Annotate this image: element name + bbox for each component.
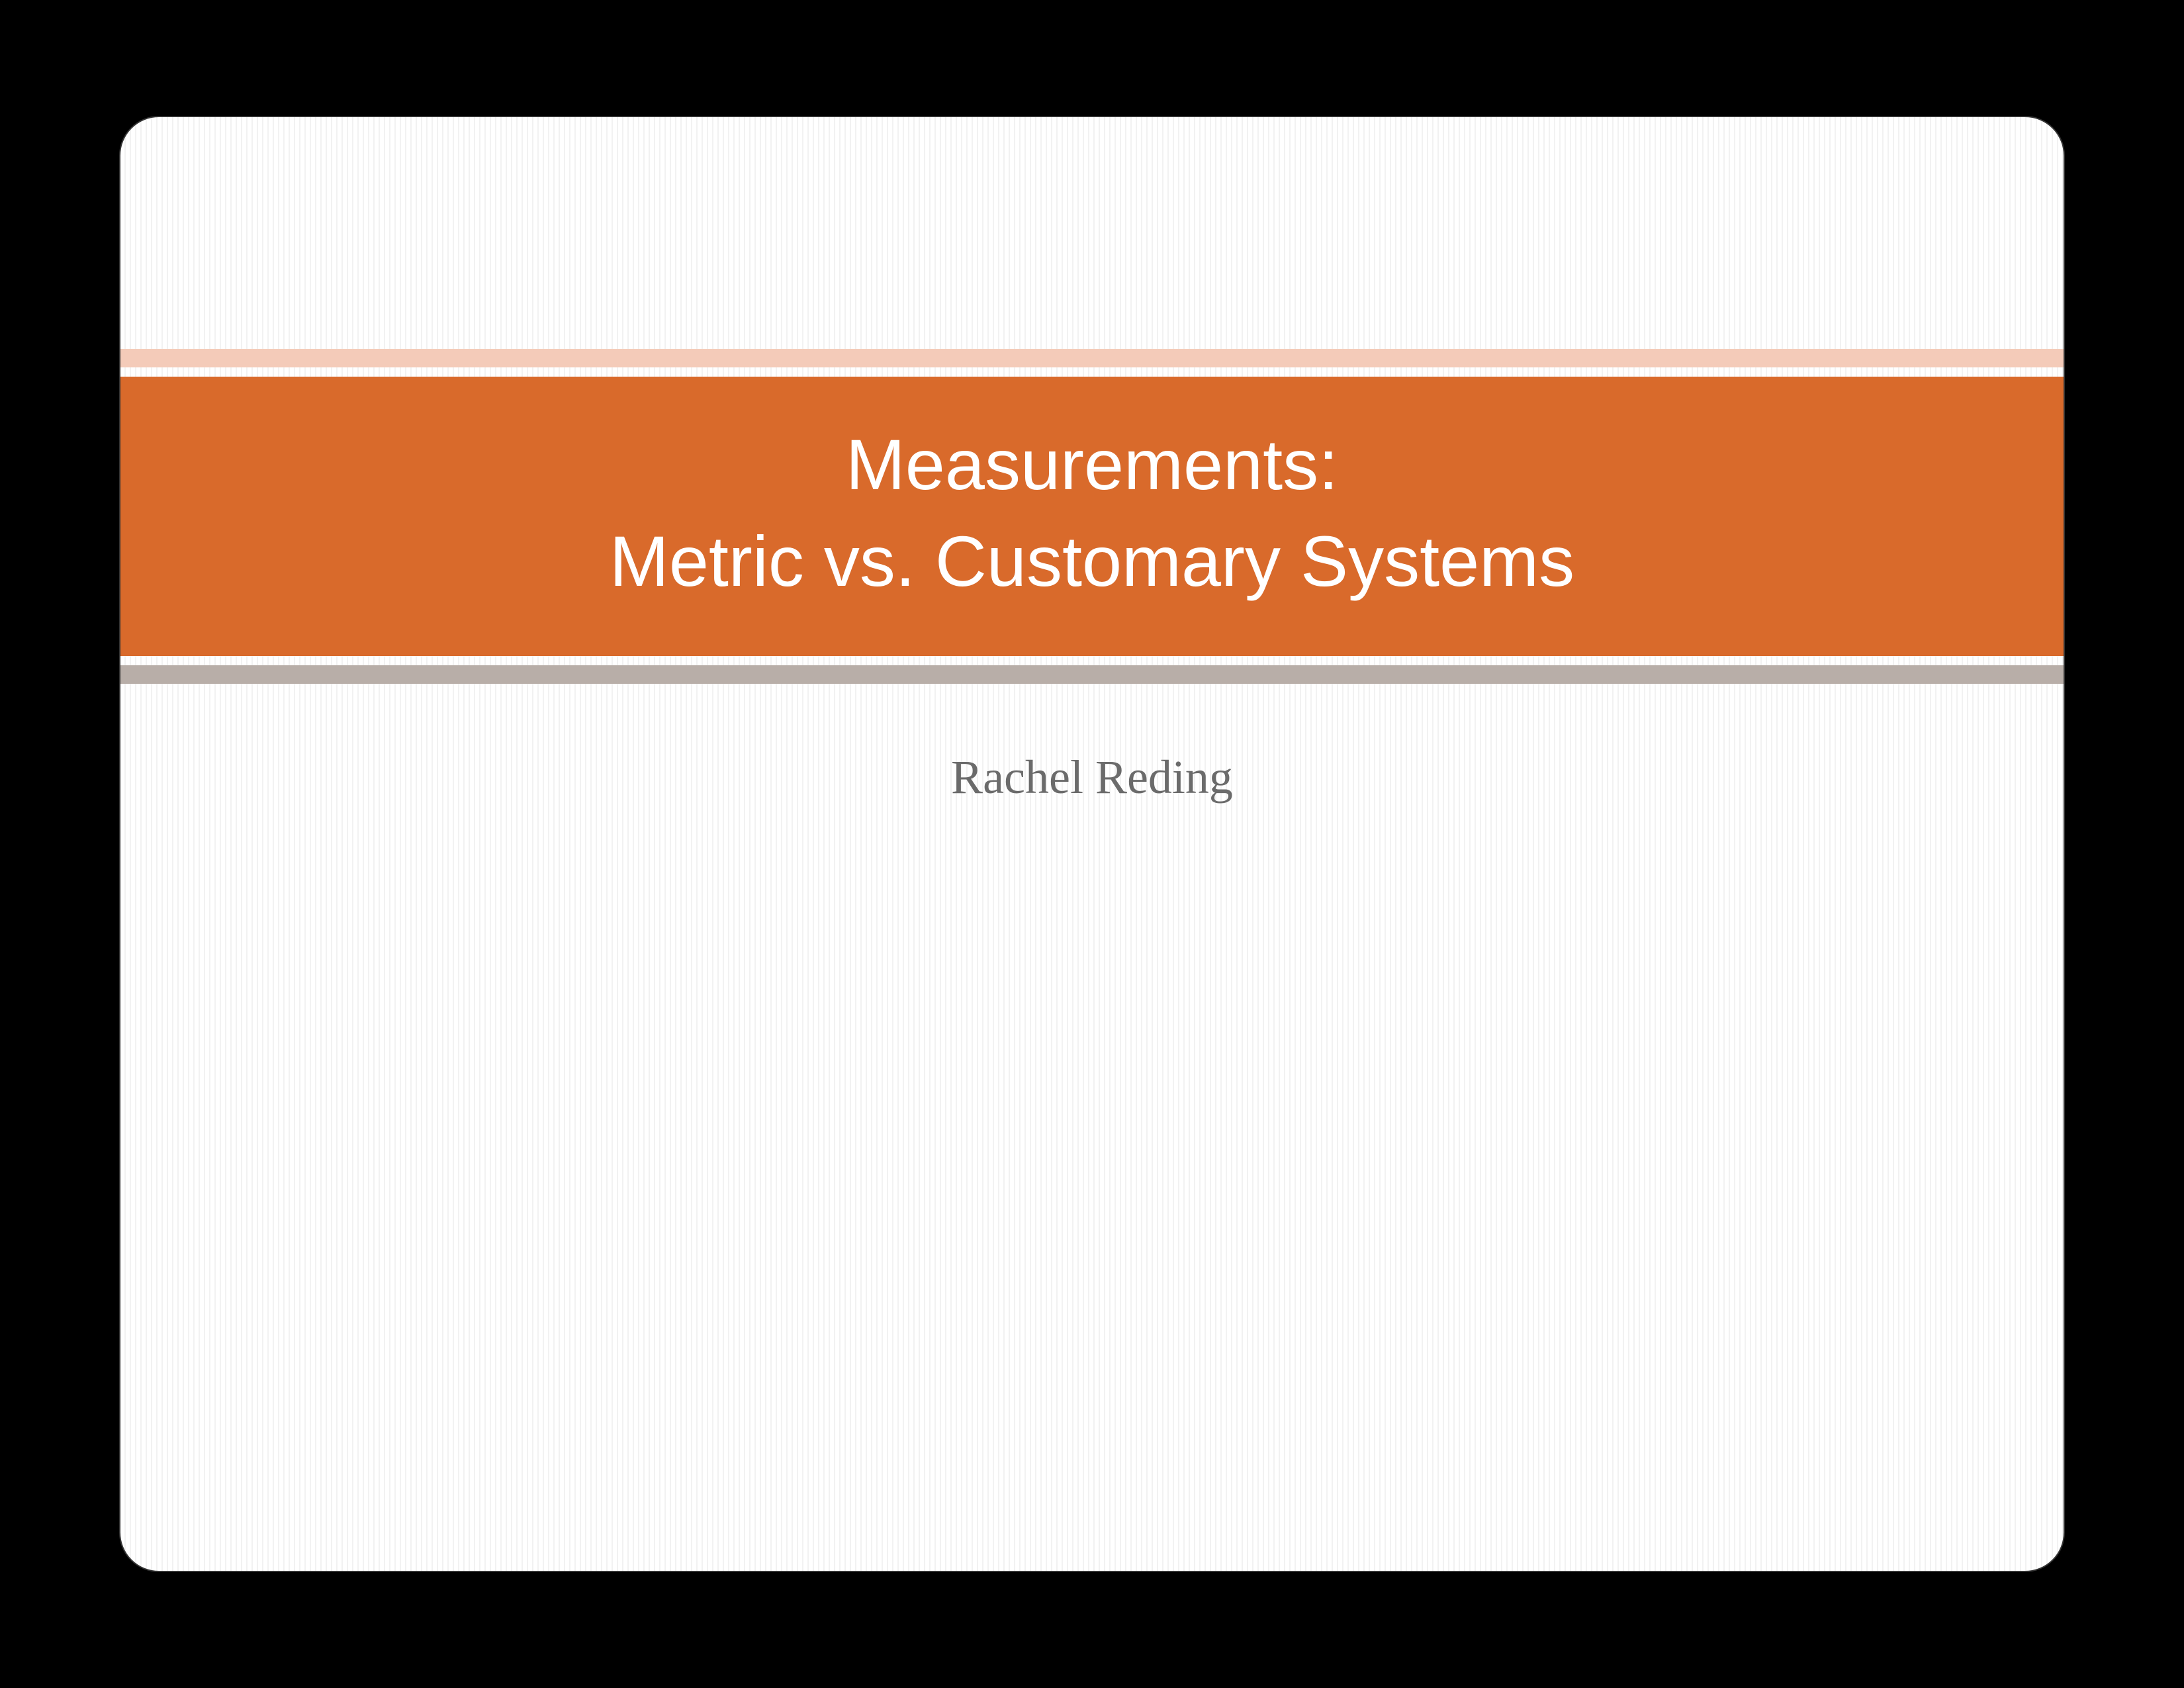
accent-gap-top — [120, 367, 2064, 377]
slide-container: Measurements: Metric vs. Customary Syste… — [119, 116, 2065, 1572]
bottom-accent-bar — [120, 665, 2064, 684]
title-band: Measurements: Metric vs. Customary Syste… — [120, 377, 2064, 656]
title-band-wrapper: Measurements: Metric vs. Customary Syste… — [120, 349, 2064, 805]
title-line-1: Measurements: — [147, 416, 2037, 513]
accent-gap-bottom — [120, 656, 2064, 665]
top-accent-bar — [120, 349, 2064, 367]
subtitle-text: Rachel Reding — [120, 750, 2064, 805]
subtitle-area: Rachel Reding — [120, 750, 2064, 805]
title-line-2: Metric vs. Customary Systems — [147, 513, 2037, 610]
